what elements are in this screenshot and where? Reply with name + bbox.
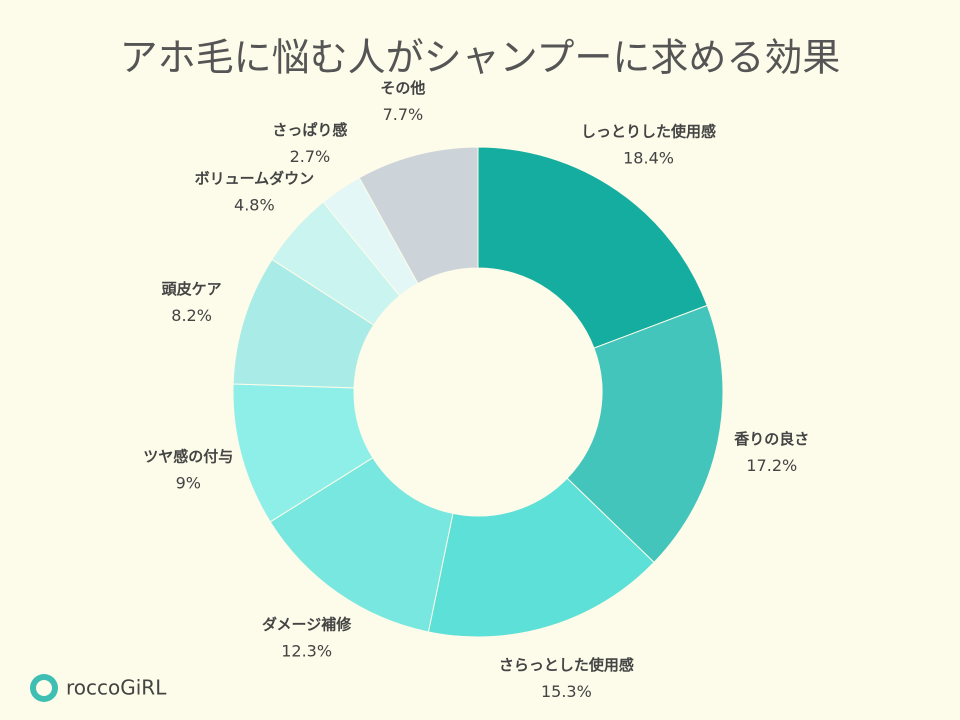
value-label: 12.3% bbox=[281, 642, 332, 661]
value-label: 7.7% bbox=[383, 105, 424, 124]
value-label: 9% bbox=[176, 473, 201, 492]
logo: roccoGiRL bbox=[30, 674, 167, 702]
slice-label: ダメージ補修 bbox=[262, 616, 352, 634]
slice-label: 香りの良さ bbox=[734, 430, 809, 448]
value-label: 15.3% bbox=[541, 682, 592, 701]
value-label: 2.7% bbox=[290, 147, 331, 166]
slice-label: 頭皮ケア bbox=[162, 280, 222, 298]
logo-icon-inner bbox=[36, 680, 52, 696]
value-label: 4.8% bbox=[234, 196, 275, 215]
donut-hole bbox=[354, 268, 602, 516]
value-label: 18.4% bbox=[623, 149, 674, 168]
slice-label: ツヤ感の付与 bbox=[143, 447, 233, 465]
value-label: 17.2% bbox=[746, 456, 797, 475]
slice-label: ボリュームダウン bbox=[195, 170, 315, 188]
slice-label: その他 bbox=[380, 79, 425, 97]
value-label: 8.2% bbox=[171, 306, 212, 325]
chart-title: アホ毛に悩む人がシャンプーに求める効果 bbox=[120, 36, 841, 80]
slice-label: さっぱり感 bbox=[272, 121, 347, 139]
logo-text: roccoGiRL bbox=[66, 676, 167, 700]
slice-label: さらっとした使用感 bbox=[499, 656, 634, 674]
slice-label: しっとりした使用感 bbox=[581, 123, 716, 141]
